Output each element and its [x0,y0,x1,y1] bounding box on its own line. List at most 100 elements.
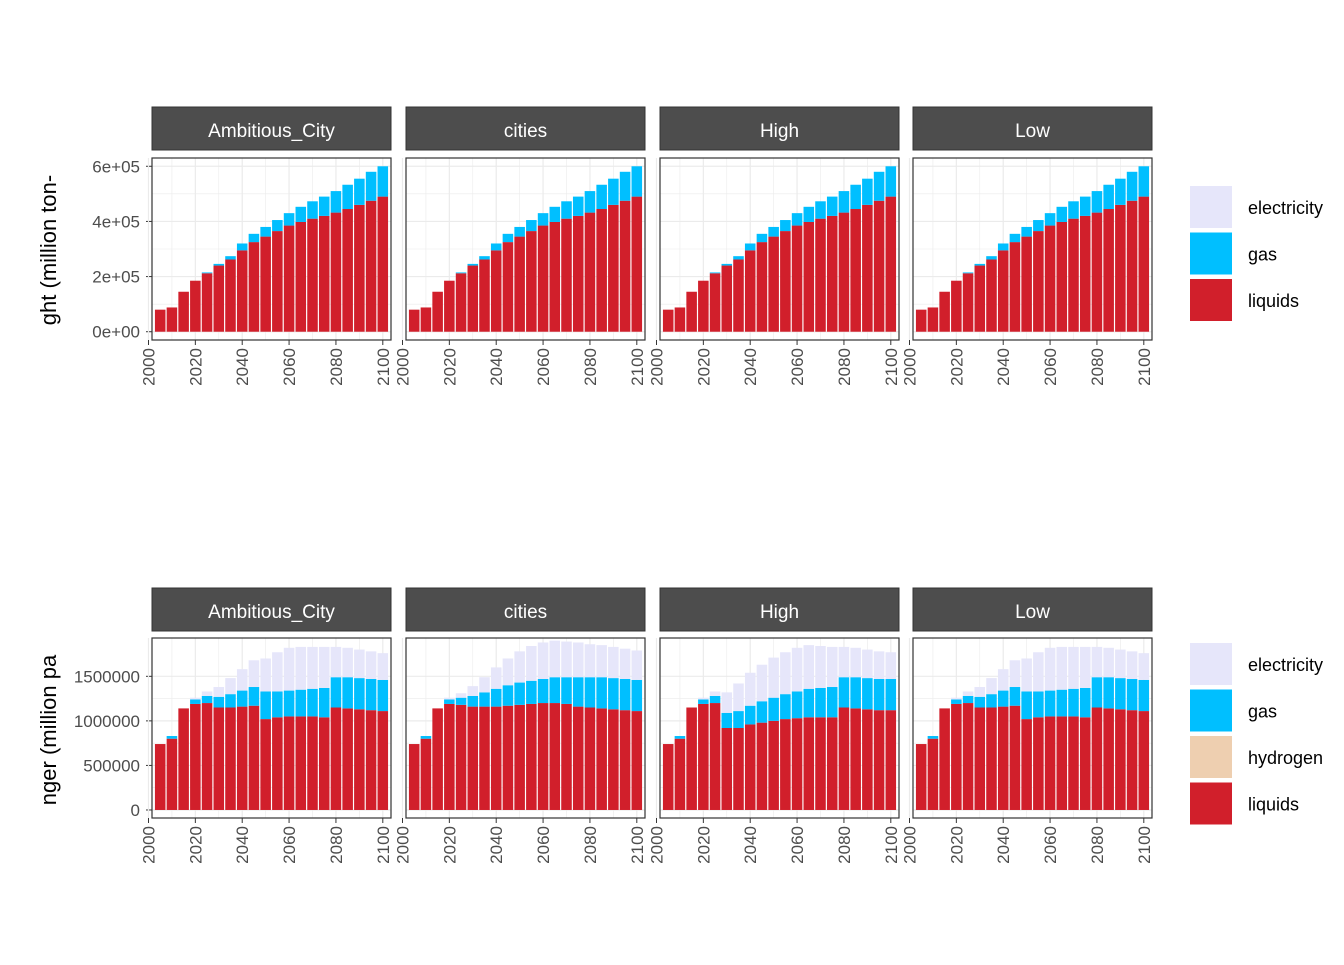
bar-electricity [225,678,236,695]
x-tick-label: 2040 [233,348,252,386]
bar-liquids [709,703,721,810]
bar-gas [974,263,986,266]
bar-gas [330,677,342,708]
bar-gas [1126,678,1138,711]
bar-gas [803,206,815,222]
bar-liquids [721,728,733,810]
bar-electricity [974,687,986,697]
bar-gas [791,213,803,226]
bar-gas [190,699,201,704]
bar-gas [756,233,768,243]
y-tick-label: 0e+00 [92,323,140,342]
bar-gas [1091,677,1103,708]
bar-liquids [354,709,365,810]
bar-liquids [1103,209,1114,332]
panel-border [912,637,1153,819]
facet-panel-ambitious_city: Ambitious_City 2000 2020 2040 2060 2080 2100 [139,106,393,386]
bar-gas [225,694,236,708]
legend: electricity gas liquids [1190,186,1323,321]
bar-electricity [248,660,260,688]
x-tick-label: 2100 [374,348,393,386]
bar-electricity [354,649,365,679]
bar-gas [721,263,733,266]
bar-gas [561,201,572,219]
bar-gas [986,256,997,260]
bar-liquids [432,708,443,810]
bar-electricity [733,683,744,712]
bar-gas [365,678,377,711]
bar-liquids [526,703,537,810]
bar-liquids [1103,708,1114,810]
bar-gas [1079,196,1091,216]
legend: electricity gas hydrogen liquids [1190,643,1323,825]
legend-key-electricity [1190,186,1232,228]
x-tick-label: 2100 [628,348,647,386]
x-tick-label: 2040 [233,826,252,864]
x-tick-label: 2000 [139,348,158,386]
bar-electricity [295,646,307,690]
y-tick-label: 1500000 [74,667,140,686]
facet-strip-label: cities [504,121,547,142]
bar-liquids [951,703,962,810]
bar-liquids [342,708,353,810]
bar-gas [826,687,838,718]
bar-liquids [850,209,861,332]
bar-gas [354,178,365,205]
bar-electricity [1126,651,1138,679]
bar-liquids [537,703,549,810]
bar-gas [873,678,885,711]
bar-liquids [733,259,744,332]
legend-key-hydrogen [1190,736,1232,778]
y-tick-label: 500000 [83,756,140,775]
bar-gas [733,256,744,260]
bar-gas [248,233,260,243]
x-tick-label: 2100 [1135,826,1154,864]
bar-gas [873,171,885,201]
legend-key-gas [1190,689,1232,732]
bar-gas [490,688,502,707]
bar-gas [744,243,756,251]
bar-electricity [1009,660,1021,688]
bar-liquids [619,710,631,810]
bar-gas [213,696,225,708]
bar-liquids [780,231,791,332]
bar-liquids [803,717,815,810]
panel-border [912,157,1153,341]
bar-liquids [502,705,514,810]
bar-liquids [986,707,997,810]
x-tick-label: 2080 [581,826,600,864]
bar-liquids [596,209,607,332]
bar-liquids [514,236,525,332]
bar-liquids [526,231,537,332]
bar-liquids [1138,196,1150,332]
bar-liquids [248,705,260,810]
facet-strip-label: High [760,602,799,623]
bar-electricity [561,641,572,678]
bar-liquids [166,307,178,332]
bar-electricity [260,658,271,692]
bar-liquids [283,225,295,332]
bar-liquids [408,744,420,810]
bar-liquids [1079,717,1091,810]
bar-liquids [272,717,283,810]
bar-electricity [236,669,248,691]
panel-border [151,157,392,341]
bar-gas [744,705,756,725]
x-tick-label: 2040 [487,826,506,864]
bar-liquids [561,703,572,810]
facet-strip-label: Ambitious_City [208,602,335,623]
bar-gas [1021,691,1032,720]
bar-liquids [1021,236,1032,332]
bar-liquids [479,259,490,332]
bar-gas [354,678,365,710]
bar-electricity [826,646,838,688]
bar-liquids [190,280,201,332]
bar-electricity [1103,647,1114,678]
bar-liquids [1009,242,1021,332]
bar-liquids [225,707,236,810]
bar-gas [619,171,631,201]
bar-gas [584,677,596,708]
bar-liquids [674,307,686,332]
bar-electricity [815,646,826,688]
x-tick-label: 2040 [741,348,760,386]
